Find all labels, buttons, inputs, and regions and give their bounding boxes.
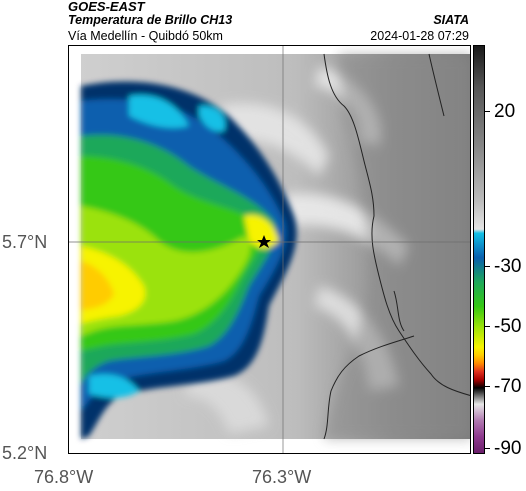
datetime-label: 2024-01-28 07:29 (370, 29, 469, 43)
satellite-map[interactable] (68, 45, 471, 454)
lon-label-76-8: 76.8°W (34, 467, 94, 487)
cb-label-20: 20 (494, 101, 516, 122)
location-label: Vía Medellín - Quibdó 50km (68, 29, 223, 43)
cb-tick-20 (485, 111, 490, 112)
admin-boundaries (323, 53, 470, 440)
product-title: GOES-EAST (68, 0, 145, 14)
cloud-complex (81, 81, 297, 439)
map-canvas (69, 46, 470, 453)
cb-label-neg50: -50 (494, 316, 522, 337)
cb-tick-neg70 (485, 386, 490, 387)
colorbar (473, 45, 485, 454)
eastern-dark-region (324, 54, 470, 439)
cb-tick-neg30 (485, 266, 490, 267)
star-marker (257, 235, 271, 248)
lon-label-76-3: 76.3°W (252, 467, 312, 487)
cb-tick-neg90 (485, 448, 490, 449)
cb-label-neg90: -90 (494, 438, 522, 459)
cb-label-neg70: -70 (494, 376, 522, 397)
cb-label-neg30: -30 (494, 256, 522, 277)
product-subtitle: Temperatura de Brillo CH13 (68, 13, 233, 27)
lat-label-5-7: 5.7°N (2, 232, 48, 252)
lat-label-5-2: 5.2°N (2, 443, 48, 463)
cb-tick-neg50 (485, 326, 490, 327)
brand-label: SIATA (433, 13, 469, 27)
